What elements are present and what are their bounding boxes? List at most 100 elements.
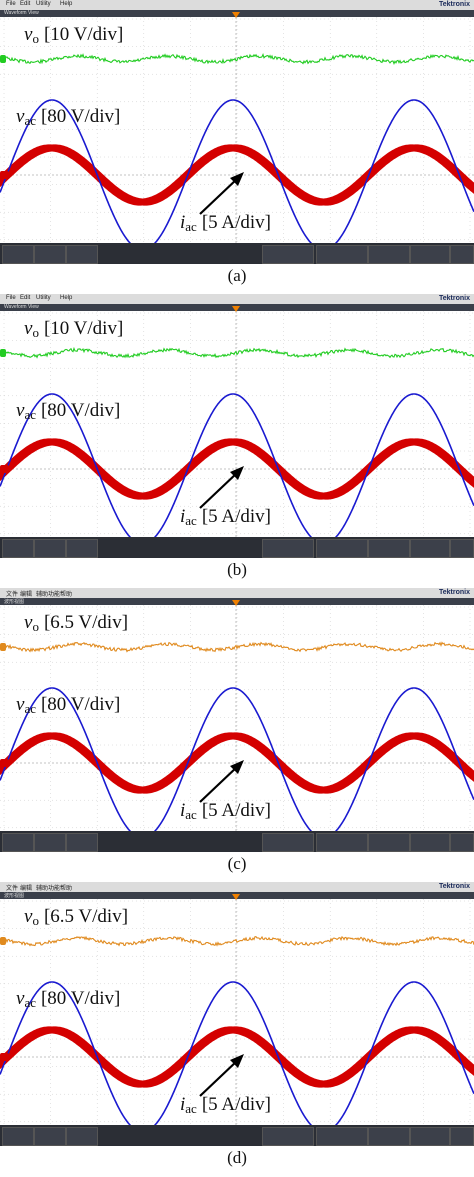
status-box[interactable] (262, 1127, 314, 1146)
status-box[interactable] (368, 245, 410, 264)
vac-label-subscript: ac (24, 701, 36, 716)
channel-marker[interactable] (0, 171, 9, 179)
menu-item[interactable]: 编辑 (20, 592, 33, 598)
status-box[interactable] (34, 833, 66, 852)
status-box[interactable] (450, 245, 474, 264)
status-box[interactable] (316, 1127, 368, 1146)
status-box[interactable] (66, 539, 98, 558)
brand-logo: Tektronix (439, 295, 470, 302)
status-box[interactable] (316, 245, 368, 264)
channel-marker[interactable] (0, 55, 6, 63)
status-box[interactable] (450, 539, 474, 558)
status-box[interactable] (368, 539, 410, 558)
status-box[interactable] (34, 245, 66, 264)
status-box[interactable] (66, 833, 98, 852)
vo-label: vo [6.5 V/div] (24, 906, 128, 929)
menu-item[interactable]: 文件 (6, 886, 19, 892)
menu-item[interactable]: Help (60, 1, 73, 7)
scope-panel: 文件 编辑 辅助功能 帮助 Tektronix 波形视图 vo [6.5 V/div] vac[… (0, 882, 474, 1176)
status-box[interactable] (410, 1127, 450, 1146)
status-box[interactable] (34, 1127, 66, 1146)
vo-label-subscript: o (32, 913, 39, 928)
vo-label: vo [6.5 V/div] (24, 612, 128, 635)
status-box[interactable] (368, 1127, 410, 1146)
menu-item[interactable]: 编辑 (20, 886, 33, 892)
status-box[interactable] (2, 833, 34, 852)
channel-marker[interactable] (0, 1053, 9, 1061)
status-box[interactable] (66, 1127, 98, 1146)
status-box[interactable] (34, 539, 66, 558)
trigger-marker[interactable] (232, 306, 240, 312)
status-box[interactable] (262, 833, 314, 852)
vo-waveform (0, 52, 474, 66)
channel-marker[interactable] (0, 937, 6, 945)
trigger-marker[interactable] (232, 894, 240, 900)
oscilloscope-screen: 文件 编辑 辅助功能 帮助 Tektronix 波形视图 (0, 882, 474, 1146)
iac-label: iac [5 A/div] (180, 506, 271, 529)
status-box[interactable] (66, 245, 98, 264)
vac-waveform (0, 99, 474, 251)
status-box[interactable] (410, 833, 450, 852)
iac-label-scale: [5 A/div] (201, 1094, 271, 1115)
status-box[interactable] (410, 245, 450, 264)
vo-label-scale: [6.5 V/div] (43, 612, 129, 633)
waveform-plot (0, 605, 474, 839)
vac-label-scale: [80 V/div] (40, 988, 121, 1009)
scope-panel: File Edit Utility Help Tektronix Waveform Vie… (0, 294, 474, 588)
menu-item[interactable]: File (6, 1, 16, 7)
menu-item[interactable]: File (6, 295, 16, 301)
trigger-marker[interactable] (232, 12, 240, 18)
iac-label-scale: [5 A/div] (201, 212, 271, 233)
status-bar (0, 1125, 474, 1146)
vo-label-subscript: o (32, 325, 39, 340)
vac-label-subscript: ac (24, 995, 36, 1010)
vac-waveform (0, 393, 474, 545)
channel-marker[interactable] (0, 349, 6, 357)
waveform-area (0, 311, 474, 545)
brand-logo: Tektronix (439, 1, 470, 8)
menu-item[interactable]: Edit (20, 1, 31, 7)
menu-item[interactable]: 帮助 (60, 886, 73, 892)
iac-label: iac [5 A/div] (180, 800, 271, 823)
status-box[interactable] (316, 833, 368, 852)
vac-label-symbol: v (16, 694, 25, 715)
vac-waveform (0, 981, 474, 1133)
menu-item[interactable]: 文件 (6, 592, 19, 598)
vac-label-subscript: ac (24, 407, 36, 422)
trigger-marker[interactable] (232, 600, 240, 606)
vac-label-scale: [80 V/div] (40, 106, 121, 127)
iac-waveform (0, 1026, 474, 1088)
vo-label-scale: [10 V/div] (43, 318, 124, 339)
status-box[interactable] (450, 1127, 474, 1146)
view-title: 波形视图 (4, 599, 25, 605)
vo-label-symbol: v (24, 318, 33, 339)
channel-marker[interactable] (0, 643, 6, 651)
status-box[interactable] (410, 539, 450, 558)
status-box[interactable] (368, 833, 410, 852)
vo-label-subscript: o (32, 31, 39, 46)
vac-label-subscript: ac (24, 113, 36, 128)
menu-item[interactable]: 辅助功能 (36, 886, 61, 892)
status-box[interactable] (450, 833, 474, 852)
menu-item[interactable]: Utility (36, 295, 51, 301)
panel-caption: (d) (227, 1148, 247, 1167)
iac-label-symbol: i (180, 1094, 186, 1115)
waveform-plot (0, 17, 474, 251)
brand-logo: Tektronix (439, 589, 470, 596)
status-box[interactable] (262, 245, 314, 264)
iac-label-symbol: i (180, 506, 186, 527)
menu-item[interactable]: 辅助功能 (36, 592, 61, 598)
channel-marker[interactable] (0, 759, 9, 767)
status-bar (0, 831, 474, 852)
status-box[interactable] (2, 539, 34, 558)
status-box[interactable] (2, 1127, 34, 1146)
menu-item[interactable]: Edit (20, 295, 31, 301)
menu-item[interactable]: Utility (36, 1, 51, 7)
status-box[interactable] (262, 539, 314, 558)
panel-caption: (a) (227, 266, 247, 285)
menu-item[interactable]: Help (60, 295, 73, 301)
status-box[interactable] (316, 539, 368, 558)
menu-item[interactable]: 帮助 (60, 592, 73, 598)
status-box[interactable] (2, 245, 34, 264)
channel-marker[interactable] (0, 465, 9, 473)
